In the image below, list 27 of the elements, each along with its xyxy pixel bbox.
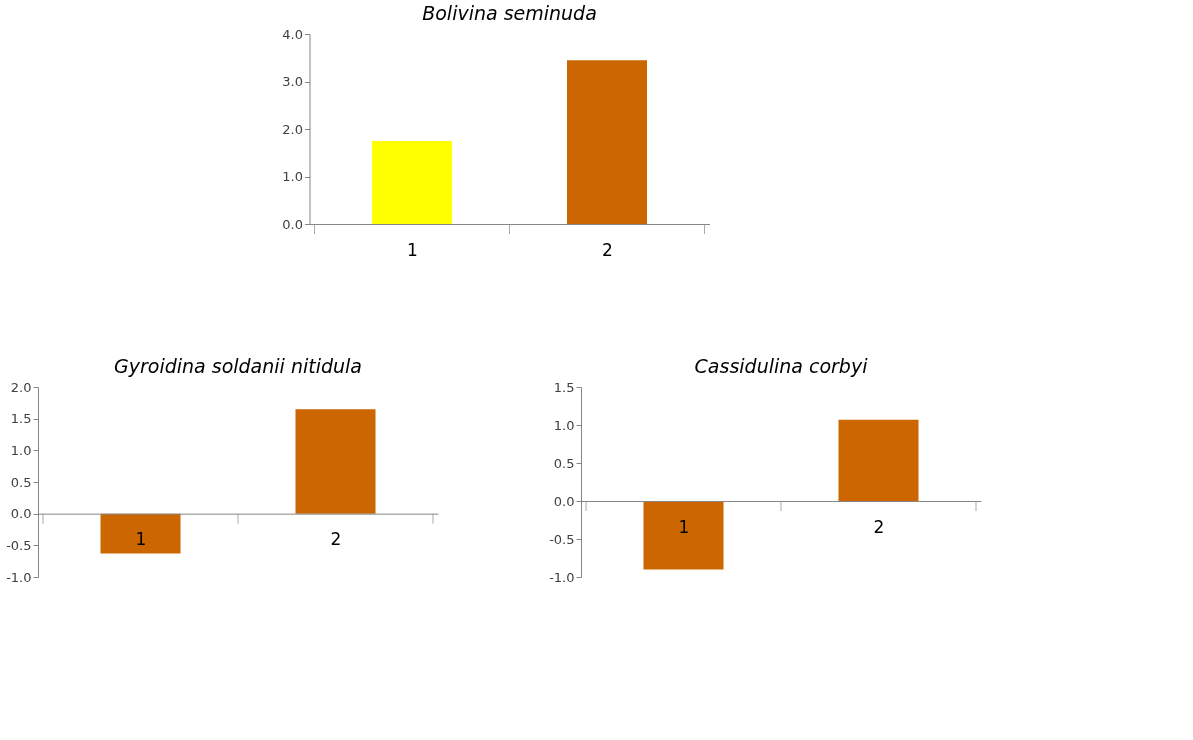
y-tick-label: 2.0	[10, 379, 32, 395]
y-tick-label: 3.0	[282, 74, 303, 89]
x-tick-label: 2	[873, 516, 885, 537]
y-tick-label: -0.5	[549, 531, 575, 547]
y-tick-label: 0.0	[282, 216, 303, 232]
x-tick-label: 1	[407, 239, 418, 260]
y-tick-label: 4.0	[282, 26, 303, 42]
chart-title: Cassidulina corbyi	[694, 355, 869, 377]
y-tick-label: 0.0	[10, 506, 32, 522]
y-tick-label: 0.0	[553, 493, 575, 509]
x-tick-label: 1	[135, 529, 147, 550]
y-tick-label: 1.0	[10, 442, 32, 458]
y-tick-label: 2.0	[282, 121, 303, 137]
y-tick-label: -0.5	[6, 537, 32, 553]
y-tick-label: 0.5	[553, 455, 575, 471]
y-tick-label: 1.0	[553, 417, 575, 433]
y-tick-label: -1.0	[6, 569, 32, 585]
y-tick-label: 1.0	[282, 169, 303, 184]
y-tick-label: 1.5	[553, 379, 575, 395]
x-tick-label: 2	[330, 529, 342, 550]
y-tick-label: -1.0	[549, 569, 575, 585]
x-tick-label: 2	[602, 239, 613, 260]
chart-title: Gyroidina soldanii nitidula	[114, 355, 362, 377]
chart-title: Bolivina seminuda	[422, 2, 597, 24]
y-tick-label: 0.5	[10, 474, 32, 490]
x-tick-label: 1	[678, 516, 690, 537]
y-tick-label: 1.5	[10, 411, 32, 427]
